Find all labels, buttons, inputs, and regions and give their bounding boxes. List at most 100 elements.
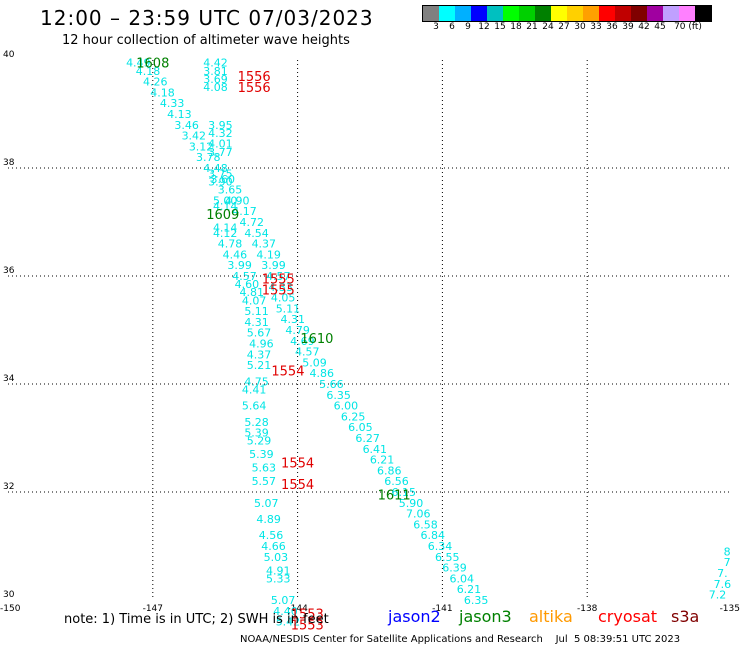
pass-time-label: 1611 [378, 489, 411, 504]
scale-swatch [663, 6, 679, 21]
satellite-legend-jason3: jason3 [459, 607, 512, 626]
wave-height-label: 6.00 [334, 400, 359, 413]
pass-time-label: 1555 [262, 273, 295, 288]
wave-height-label: 6.55 [435, 551, 460, 564]
wave-height-label: 7 [724, 556, 731, 569]
wave-height-label: 5.39 [244, 427, 269, 440]
wave-height-label: 4.41 [242, 383, 267, 396]
scale-label: 30 [574, 22, 586, 32]
scale-swatch [551, 6, 567, 21]
wave-height-label: 6.34 [428, 540, 453, 553]
wave-height-label: 4.13 [167, 108, 192, 121]
lat-tick-label: 32 [3, 482, 14, 492]
wave-height-label: 4.75 [244, 375, 269, 388]
footer-note: note: 1) Time is in UTC; 2) SWH is in fe… [64, 612, 329, 627]
wave-height-label: 4.90 [225, 194, 250, 207]
wave-height-label: 4.42 [203, 57, 228, 70]
pass-time-label: 1610 [300, 332, 333, 347]
wave-height-label: 4.57 [266, 270, 291, 283]
wave-height-label: 5.67 [247, 327, 272, 340]
scale-label: 27 [558, 22, 570, 32]
wave-height-label: 4.91 [266, 564, 291, 577]
wave-height-scale-labels: 3 6 9 12 15 18 21 24 27 30 33 36 39 42 45 70 (ft) [422, 22, 740, 34]
scale-label: 33 [590, 22, 602, 32]
scale-label: 9 [465, 22, 471, 32]
wave-height-label: 6.39 [442, 562, 467, 575]
wave-height-label: 4.07 [242, 294, 267, 307]
scale-label: 39 [622, 22, 634, 32]
wave-height-label: 4.57 [295, 346, 320, 359]
lon-tick-label: -150 [0, 604, 21, 614]
wave-height-label: 6.84 [420, 529, 445, 542]
wave-height-label: 4.86 [309, 367, 334, 380]
wave-height-label: 4.33 [268, 281, 293, 294]
wave-height-label: 4.46 [223, 248, 248, 261]
lat-tick-label: 36 [3, 266, 15, 276]
wave-height-label: 6.35 [464, 594, 489, 607]
wave-height-label: 5.90 [399, 497, 424, 510]
pass-time-label: 1554 [281, 456, 314, 471]
credit-line: NOAA/NESDIS Center for Satellite Applica… [240, 634, 681, 645]
wave-height-label: 6.27 [355, 432, 380, 445]
wave-height-label: 5.39 [249, 448, 274, 461]
wave-height-label: 4.48 [203, 162, 228, 175]
wave-height-label: 3.77 [208, 146, 233, 159]
wave-height-label: 6.25 [341, 410, 366, 423]
wave-height-label: 7. [717, 567, 728, 580]
wave-height-label: 4.18 [136, 65, 161, 78]
wave-height-label: 5.64 [242, 400, 267, 413]
wave-height-label: 3.75 [208, 167, 233, 180]
scale-swatch [679, 6, 695, 21]
wave-height-label: 5.00 [213, 194, 238, 207]
wave-height-label: 3.78 [196, 151, 221, 164]
pass-time-label: 1556 [238, 81, 271, 96]
wave-height-label: 6.04 [449, 572, 474, 585]
wave-height-label: 4.78 [218, 238, 243, 251]
pass-time-label: 1556 [238, 70, 271, 85]
pass-time-label: 1554 [271, 365, 304, 380]
wave-height-label: 8 [724, 545, 731, 558]
scale-label: 42 [638, 22, 650, 32]
wave-height-label: 4.26 [143, 76, 168, 89]
wave-height-label: 6.58 [413, 518, 438, 531]
scale-label: 36 [606, 22, 618, 32]
wave-height-label: 4.01 [208, 138, 233, 151]
scale-label: 24 [542, 22, 554, 32]
lon-tick-label: -138 [577, 604, 598, 614]
wave-height-label: 5.63 [252, 462, 277, 475]
lat-tick-label: 38 [3, 158, 15, 168]
scale-swatch [471, 6, 487, 21]
wave-height-label: 4.17 [232, 205, 257, 218]
scale-swatch [615, 6, 631, 21]
lon-tick-label: -147 [143, 604, 163, 614]
lat-tick-label: 30 [3, 590, 15, 600]
scale-swatch [487, 6, 503, 21]
scale-swatch [455, 6, 471, 21]
wave-height-label: 4.56 [259, 529, 284, 542]
scale-swatch [631, 6, 647, 21]
lon-tick-label: -135 [720, 604, 740, 614]
wave-height-label: 7.2 [709, 589, 727, 602]
wave-height-label: 4.08 [203, 81, 228, 94]
wave-height-label: 5.28 [244, 416, 269, 429]
wave-height-label: 4.31 [244, 316, 269, 329]
wave-height-label: 4.49 [126, 57, 151, 70]
wave-height-label: 3.12 [189, 140, 214, 153]
wave-height-label: 4.19 [256, 248, 281, 261]
scale-swatch [647, 6, 663, 21]
wave-height-label: 5.07 [271, 594, 296, 607]
wave-height-label: 3.46 [174, 119, 199, 132]
lat-tick-label: 40 [3, 50, 15, 60]
wave-height-label: 4.54 [244, 227, 269, 240]
satellite-legend-s3a: s3a [671, 607, 700, 626]
wave-height-label: 6.35 [326, 389, 351, 402]
wave-height-label: 4.33 [160, 97, 185, 110]
wave-height-label: 7.06 [406, 508, 431, 521]
wave-height-label: 4.69 [290, 335, 315, 348]
scale-swatch [599, 6, 615, 21]
scale-swatch [583, 6, 599, 21]
lon-tick-label: -141 [432, 604, 452, 614]
wave-height-label: 4.60 [235, 278, 260, 291]
wave-height-label: 4.18 [150, 86, 175, 99]
satellite-legend-altika: altika [529, 607, 573, 626]
